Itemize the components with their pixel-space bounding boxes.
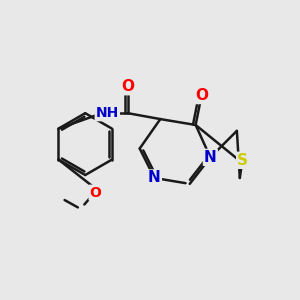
Text: N: N [148,170,161,185]
Text: N: N [204,150,217,165]
Text: S: S [237,153,248,168]
Text: O: O [195,88,208,103]
Text: O: O [90,186,101,200]
Text: O: O [122,79,134,94]
Text: NH: NH [96,106,119,120]
